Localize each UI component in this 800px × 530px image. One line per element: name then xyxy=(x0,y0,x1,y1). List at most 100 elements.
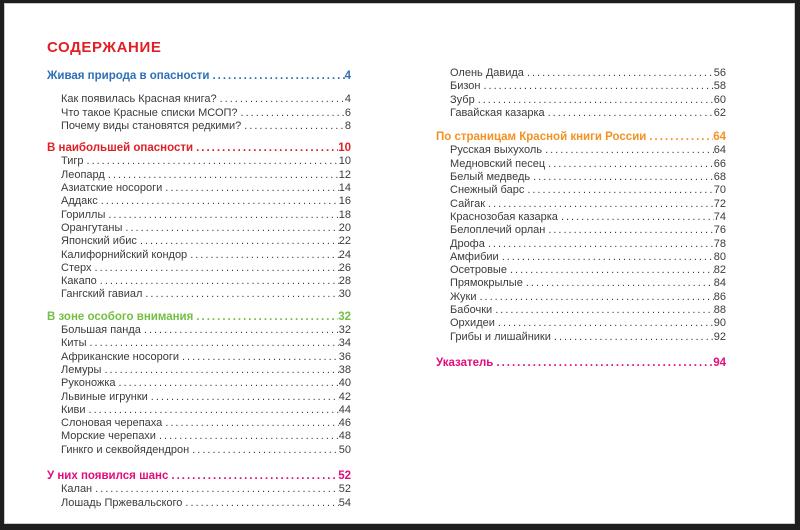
toc-entry: Тигр 10 xyxy=(47,155,351,168)
toc-entry-page-number: 26 xyxy=(338,261,351,274)
toc-section-heading: В наибольшей опасности 10 xyxy=(47,142,351,155)
toc-section-heading: По страницам Красной книги России 64 xyxy=(436,131,726,144)
toc-entry: Белый медведь 68 xyxy=(436,171,726,184)
toc-entry-label: Львиные игрунки xyxy=(61,390,148,403)
dot-leader xyxy=(495,317,714,330)
toc-entry: Орхидеи 90 xyxy=(436,317,726,330)
dot-leader xyxy=(91,262,338,275)
toc-entry-page-number: 60 xyxy=(713,93,726,106)
dot-leader xyxy=(485,238,714,251)
toc-entry: Азиатские носороги 14 xyxy=(47,182,351,195)
dot-leader xyxy=(523,277,714,290)
toc-entry: Гинкго и секвойядендрон 50 xyxy=(47,444,351,457)
dot-leader xyxy=(507,264,714,277)
dot-leader xyxy=(116,377,339,390)
toc-entry-label: Калифорнийский кондор xyxy=(61,248,188,261)
toc-entry-page-number: 74 xyxy=(713,210,726,223)
toc-entry-label: Снежный барс xyxy=(450,184,525,197)
toc-entry-page-number: 30 xyxy=(338,288,351,301)
toc-column-left: Живая природа в опасности4 Как появилась … xyxy=(47,70,351,510)
toc-entry: Гориллы 18 xyxy=(47,209,351,222)
toc-entry-label: Прямокрылые xyxy=(450,277,523,290)
toc-entry-page-number: 4 xyxy=(344,70,351,82)
toc-entry-page-number: 70 xyxy=(713,184,726,197)
toc-entry-label: Грибы и лишайники xyxy=(450,330,551,343)
dot-leader xyxy=(545,107,714,120)
dot-leader xyxy=(179,351,339,364)
toc-entry-label: Лошадь Пржевальского xyxy=(61,496,183,509)
toc-entry-page-number: 94 xyxy=(713,356,726,369)
toc-entry: Лошадь Пржевальского 54 xyxy=(47,497,351,510)
toc-section: В наибольшей опасности10Тигр10Леопард12А… xyxy=(47,142,351,302)
toc-entry-page-number: 6 xyxy=(344,106,351,119)
toc-column-right: Олень Давида56Бизон58Зубр60Гавайская каз… xyxy=(436,67,726,370)
toc-entry-page-number: 22 xyxy=(338,235,351,248)
toc-entry-page-number: 92 xyxy=(713,330,726,343)
dot-leader xyxy=(141,324,339,337)
toc-entry: Прямокрылые 84 xyxy=(436,277,726,290)
dot-leader xyxy=(86,404,339,417)
toc-entry-page-number: 40 xyxy=(338,377,351,390)
toc-entry-page-number: 34 xyxy=(338,337,351,350)
dot-leader xyxy=(162,182,338,195)
toc-entry: Белоплечий орлан 76 xyxy=(436,224,726,237)
dot-leader xyxy=(646,131,713,144)
dot-leader xyxy=(97,275,339,288)
dot-leader xyxy=(217,93,345,106)
toc-entry: Краснозобая казарка 74 xyxy=(436,211,726,224)
dot-leader xyxy=(530,171,714,184)
toc-entry: Гангский гавиал 30 xyxy=(47,288,351,301)
toc-entry-label: Краснозобая казарка xyxy=(450,210,558,223)
toc-entry: Киви 44 xyxy=(47,404,351,417)
toc-entry: Сайгак 72 xyxy=(436,198,726,211)
toc-entry-label: Бизон xyxy=(450,80,481,93)
toc-entry-label: Киты xyxy=(61,337,87,350)
dot-leader xyxy=(98,195,339,208)
toc-section-heading: Живая природа в опасности 4 xyxy=(47,70,351,83)
toc-entry-label: Слоновая черепаха xyxy=(61,417,163,430)
toc-entry-page-number: 72 xyxy=(713,197,726,210)
toc-entry: Орангутаны 20 xyxy=(47,222,351,235)
toc-entry: Амфибии 80 xyxy=(436,251,726,264)
toc-entry-page-number: 68 xyxy=(713,171,726,184)
dot-leader xyxy=(545,158,714,171)
dot-leader xyxy=(92,483,339,496)
toc-entry-label: Леопард xyxy=(61,168,105,181)
toc-entry-page-number: 54 xyxy=(338,496,351,509)
toc-entry: Аддакс 16 xyxy=(47,195,351,208)
dot-leader xyxy=(122,222,338,235)
toc-entry: Дрофа 78 xyxy=(436,238,726,251)
toc-entry-label: Орангутаны xyxy=(61,221,123,234)
toc-entry: Киты 34 xyxy=(47,337,351,350)
toc-entry-page-number: 48 xyxy=(338,430,351,443)
toc-section: По страницам Красной книги России64Русск… xyxy=(436,131,726,344)
dot-leader xyxy=(193,311,338,324)
toc-entry-page-number: 58 xyxy=(713,80,726,93)
toc-entry: Бизон 58 xyxy=(436,80,726,93)
dot-leader xyxy=(492,304,714,317)
toc-section-items: Русская выхухоль64Медновский песец66Белы… xyxy=(436,144,726,343)
toc-entry-page-number: 52 xyxy=(338,470,351,483)
dot-leader xyxy=(162,417,338,430)
toc-entry: Осетровые 82 xyxy=(436,264,726,277)
toc-entry: Русская выхухоль 64 xyxy=(436,144,726,157)
toc-entry-label: Жуки xyxy=(450,290,477,303)
toc-entry-label: Гориллы xyxy=(61,208,106,221)
toc-entry: Как появилась Красная книга? 4 xyxy=(47,93,351,106)
toc-entry-page-number: 12 xyxy=(338,168,351,181)
toc-entry: Грибы и лишайники 92 xyxy=(436,331,726,344)
toc-entry: Слоновая черепаха 46 xyxy=(47,417,351,430)
toc-entry: Какапо 28 xyxy=(47,275,351,288)
dot-leader xyxy=(148,391,339,404)
toc-entry: Африканские носороги 36 xyxy=(47,351,351,364)
toc-entry-label: Руконожка xyxy=(61,377,116,390)
dot-leader xyxy=(524,67,714,80)
toc-entry-page-number: 86 xyxy=(713,290,726,303)
toc-entry-page-number: 66 xyxy=(713,157,726,170)
toc-entry-page-number: 88 xyxy=(713,304,726,317)
toc-entry-page-number: 42 xyxy=(338,390,351,403)
toc-entry: Морские черепахи 48 xyxy=(47,430,351,443)
toc-entry: Львиные игрунки 42 xyxy=(47,391,351,404)
dot-leader xyxy=(475,94,714,107)
